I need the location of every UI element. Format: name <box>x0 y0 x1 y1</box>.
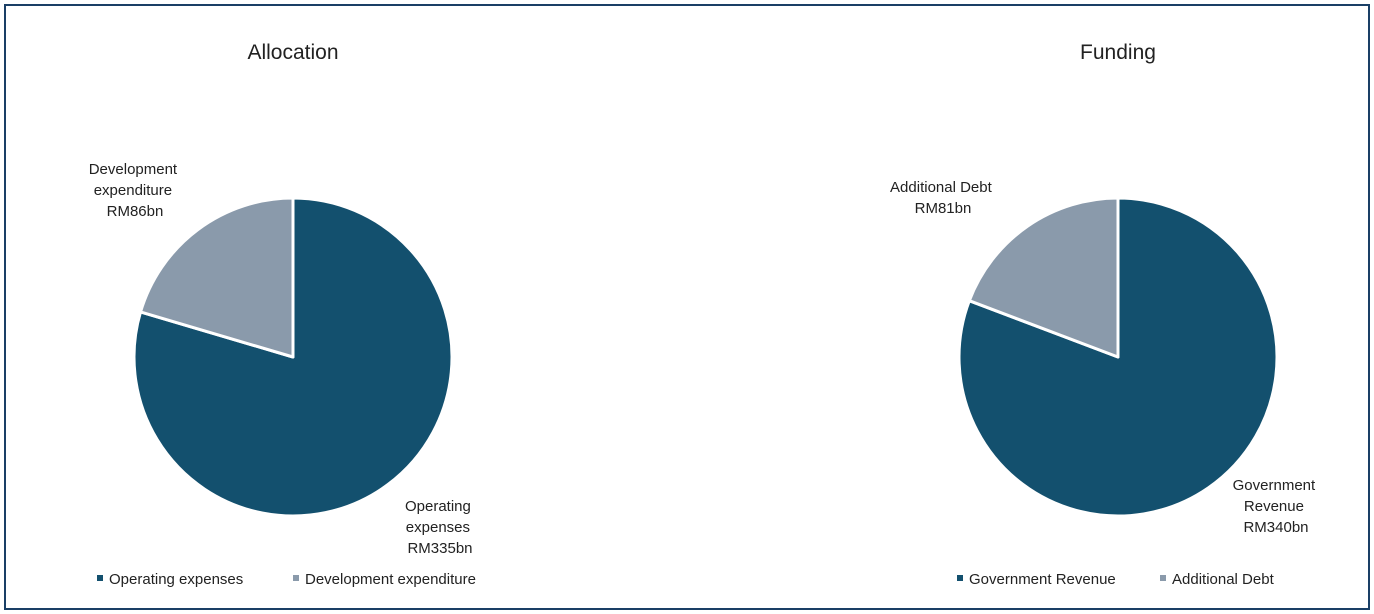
label-line: Operating <box>405 498 471 515</box>
label-line: RM335bn <box>407 540 472 557</box>
label-line: Development <box>89 161 178 178</box>
allocation-pie <box>132 196 454 518</box>
funding-chart: Funding Government Revenue RM340bn Addit… <box>890 41 1320 588</box>
label-line: Government <box>1233 477 1316 494</box>
funding-title: Funding <box>1080 41 1156 64</box>
legend-government-revenue: Government Revenue <box>969 571 1116 588</box>
legend-swatch-additional-debt <box>1160 575 1166 581</box>
legend-swatch-development-expenditure <box>293 575 299 581</box>
allocation-title: Allocation <box>247 41 338 64</box>
label-line: Additional Debt <box>890 179 993 196</box>
label-line: expenditure <box>94 182 172 199</box>
legend-development-expenditure: Development expenditure <box>305 571 476 588</box>
label-development-expenditure: Development expenditure RM86bn <box>89 161 182 220</box>
label-line: expenses <box>406 519 470 536</box>
funding-pie <box>957 196 1279 518</box>
label-line: RM86bn <box>107 203 164 220</box>
pie-slice-additional-debt <box>967 196 1120 359</box>
legend-additional-debt: Additional Debt <box>1172 571 1275 588</box>
pie-slice-development-expenditure <box>139 196 295 359</box>
label-government-revenue: Government Revenue RM340bn <box>1233 477 1320 536</box>
legend-operating-expenses: Operating expenses <box>109 571 243 588</box>
label-line: RM340bn <box>1243 519 1308 536</box>
allocation-legend: Operating expenses Development expenditu… <box>97 571 476 588</box>
label-line: Revenue <box>1244 498 1304 515</box>
label-additional-debt: Additional Debt RM81bn <box>890 179 996 217</box>
label-line: RM81bn <box>915 200 972 217</box>
allocation-chart: Allocation Operating expenses RM335bn De… <box>89 41 476 588</box>
funding-legend: Government Revenue Additional Debt <box>957 571 1275 588</box>
legend-swatch-government-revenue <box>957 575 963 581</box>
legend-swatch-operating-expenses <box>97 575 103 581</box>
label-operating-expenses: Operating expenses RM335bn <box>405 498 475 557</box>
